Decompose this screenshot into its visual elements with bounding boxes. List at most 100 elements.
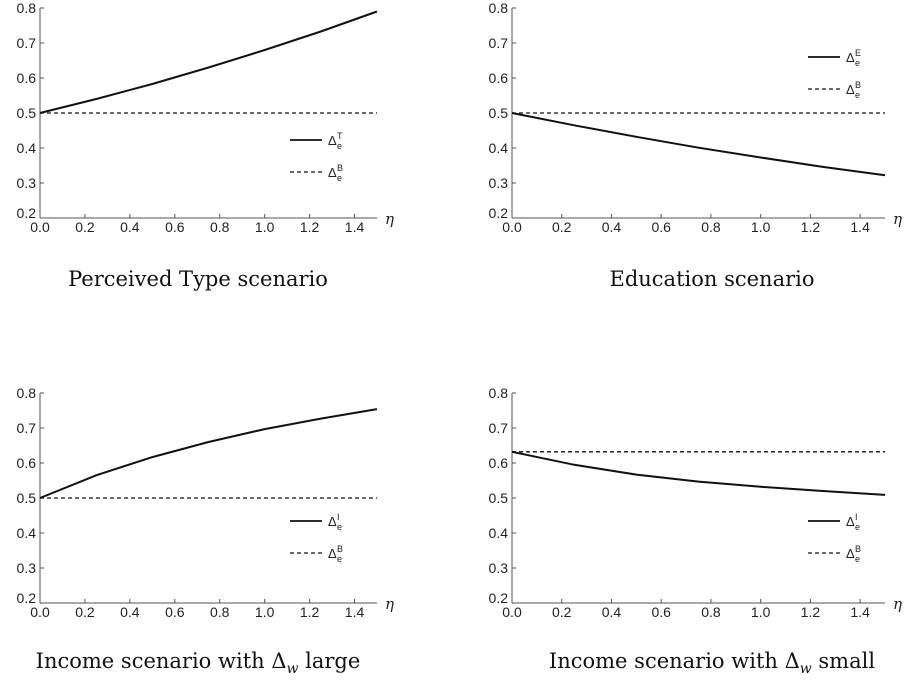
x-tick-label: 0.4 — [602, 219, 622, 235]
legend-label: Δ — [846, 82, 855, 97]
legend-label-superscript: B — [855, 544, 861, 554]
y-tick-label: 0.5 — [17, 490, 37, 506]
legend-label: Δ — [328, 514, 337, 529]
x-tick-label: 0.8 — [701, 604, 721, 620]
legend-label-superscript: E — [855, 48, 861, 58]
x-tick-label: 1.2 — [300, 219, 320, 235]
x-axis-label: η — [385, 595, 394, 613]
x-tick-label: 0.2 — [75, 604, 95, 620]
panel-caption: Income scenario with Δw large — [36, 649, 361, 677]
y-tick-label: 0.3 — [489, 560, 509, 576]
x-tick-label: 1.4 — [345, 604, 365, 620]
x-tick-label: 0.0 — [502, 219, 522, 235]
x-tick-label: 1.4 — [345, 219, 365, 235]
x-tick-label: 1.0 — [751, 604, 771, 620]
y-tick-label: 0.6 — [489, 70, 509, 86]
y-tick-label: 0.8 — [17, 0, 37, 16]
x-tick-label: 0.4 — [120, 219, 140, 235]
y-tick-label: 0.6 — [17, 455, 37, 471]
y-tick-label: 0.7 — [489, 420, 509, 436]
x-tick-label: 1.2 — [801, 604, 821, 620]
x-tick-label: 1.0 — [751, 219, 771, 235]
x-tick-label: 1.2 — [300, 604, 320, 620]
x-tick-label: 0.8 — [210, 219, 230, 235]
x-axis-label: η — [893, 595, 902, 613]
x-tick-label: 0.8 — [701, 219, 721, 235]
series-line-main — [511, 450, 886, 496]
x-tick-label: 0.4 — [602, 604, 622, 620]
x-tick-label: 1.4 — [850, 219, 870, 235]
x-tick-label: 0.0 — [502, 604, 522, 620]
legend-label-superscript: I — [855, 512, 858, 522]
y-tick-label: 0.2 — [17, 590, 37, 606]
x-tick-label: 1.0 — [255, 604, 275, 620]
y-tick-label: 0.8 — [489, 385, 509, 401]
legend-label-superscript: B — [855, 80, 861, 90]
legend-label-superscript: I — [337, 512, 340, 522]
x-tick-label: 0.0 — [30, 604, 50, 620]
legend: Δ EeΔ Be — [808, 48, 861, 100]
y-tick-label: 0.4 — [17, 140, 37, 156]
legend-label: Δ — [328, 546, 337, 561]
x-tick-label: 0.2 — [552, 604, 572, 620]
series-line-main — [39, 10, 378, 114]
x-axis-label: η — [893, 210, 902, 228]
y-tick-label: 0.6 — [489, 455, 509, 471]
y-tick-label: 0.3 — [489, 175, 509, 191]
y-tick-label: 0.5 — [17, 105, 37, 121]
x-tick-label: 0.2 — [75, 219, 95, 235]
x-axis-label: η — [385, 210, 394, 228]
y-tick-label: 0.6 — [17, 70, 37, 86]
x-tick-label: 0.4 — [120, 604, 140, 620]
series-line-main — [511, 112, 886, 177]
x-tick-label: 1.0 — [255, 219, 275, 235]
legend-label: Δ — [846, 50, 855, 65]
legend-label: Δ — [846, 546, 855, 561]
legend-label-superscript: T — [337, 131, 343, 141]
legend-label-subscript: e — [337, 554, 342, 564]
legend-label-superscript: B — [337, 544, 343, 554]
y-tick-label: 0.2 — [17, 205, 37, 221]
x-tick-label: 0.2 — [552, 219, 572, 235]
x-tick-label: 1.4 — [850, 604, 870, 620]
y-tick-label: 0.7 — [17, 35, 37, 51]
legend: Δ TeΔ Be — [290, 131, 343, 183]
legend-label: Δ — [846, 514, 855, 529]
legend: Δ IeΔ Be — [808, 512, 861, 564]
panel-caption: Income scenario with Δw small — [549, 649, 875, 677]
x-tick-label: 0.6 — [651, 604, 671, 620]
legend-label-subscript: e — [855, 522, 860, 532]
y-tick-label: 0.8 — [17, 385, 37, 401]
x-tick-label: 0.6 — [165, 219, 185, 235]
y-tick-label: 0.7 — [17, 420, 37, 436]
y-tick-label: 0.4 — [17, 525, 37, 541]
legend-label-subscript: e — [855, 90, 860, 100]
legend-label-subscript: e — [337, 173, 342, 183]
series-line-main — [39, 408, 378, 499]
x-tick-label: 0.6 — [165, 604, 185, 620]
legend-label-subscript: e — [337, 522, 342, 532]
legend-label-subscript: e — [855, 554, 860, 564]
legend-label-subscript: e — [855, 58, 860, 68]
legend: Δ IeΔ Be — [290, 512, 343, 564]
legend-label-superscript: B — [337, 163, 343, 173]
chart-panel-3: 0.20.30.40.50.60.70.80.0 0.2 0.4 0.6 0.8 1.0 1… — [17, 385, 394, 677]
y-tick-label: 0.4 — [489, 525, 509, 541]
y-tick-label: 0.5 — [489, 105, 509, 121]
chart-panel-4: 0.20.30.40.50.60.70.80.0 0.2 0.4 0.6 0.8 1.0 1… — [489, 385, 902, 677]
y-tick-label: 0.3 — [17, 560, 37, 576]
y-tick-label: 0.4 — [489, 140, 509, 156]
y-tick-label: 0.2 — [489, 590, 509, 606]
chart-panel-2: 0.20.30.40.50.60.70.80.0 0.2 0.4 0.6 0.8 1.0 1… — [489, 0, 902, 291]
legend-label: Δ — [328, 133, 337, 148]
y-tick-label: 0.7 — [489, 35, 509, 51]
panel-caption: Perceived Type scenario — [68, 267, 328, 291]
y-tick-label: 0.8 — [489, 0, 509, 16]
x-tick-label: 0.6 — [651, 219, 671, 235]
panel-caption: Education scenario — [610, 267, 815, 291]
x-tick-label: 0.0 — [30, 219, 50, 235]
y-tick-label: 0.2 — [489, 205, 509, 221]
x-tick-label: 1.2 — [801, 219, 821, 235]
y-tick-label: 0.5 — [489, 490, 509, 506]
